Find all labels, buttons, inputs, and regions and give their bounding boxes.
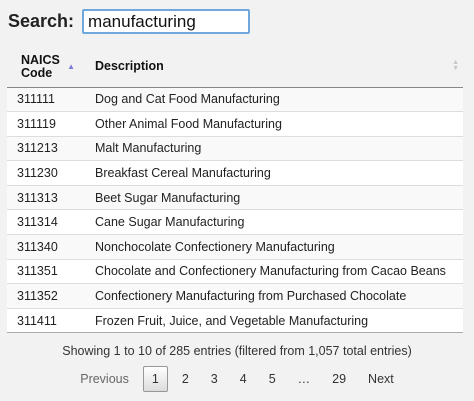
table-row[interactable]: 311230 Breakfast Cereal Manufacturing bbox=[7, 160, 463, 186]
table-row[interactable]: 311213 Malt Manufacturing bbox=[7, 135, 463, 161]
column-header-naics-code[interactable]: NAICS Code ▲ bbox=[7, 47, 85, 88]
table-row[interactable]: 311314 Cane Sugar Manufacturing bbox=[7, 209, 463, 235]
description-cell: Malt Manufacturing bbox=[85, 135, 463, 161]
description-cell: Dog and Cat Food Manufacturing bbox=[85, 86, 463, 112]
page-button-last[interactable]: 29 bbox=[332, 372, 347, 386]
table-row[interactable]: 311411 Frozen Fruit, Juice, and Vegetable… bbox=[7, 307, 463, 334]
table-row[interactable]: 311340 Nonchocolate Confectionery Manufac… bbox=[7, 234, 463, 260]
page-button-5[interactable]: 5 bbox=[268, 372, 276, 386]
naics-code-cell: 311351 bbox=[7, 258, 85, 284]
search-input[interactable] bbox=[82, 9, 251, 34]
column-header-label: Description bbox=[95, 59, 164, 74]
naics-code-cell: 311230 bbox=[7, 160, 85, 186]
sort-both-icon: ▲ ▼ bbox=[452, 59, 459, 72]
column-header-description[interactable]: Description ▲ ▼ bbox=[85, 47, 463, 88]
description-cell: Beet Sugar Manufacturing bbox=[85, 184, 463, 210]
table-header-row: NAICS Code ▲ Description ▲ ▼ bbox=[7, 47, 463, 88]
naics-code-cell: 311119 bbox=[7, 111, 85, 137]
previous-page-button[interactable]: Previous bbox=[80, 372, 129, 386]
pagination: Previous 1 2 3 4 5 … 29 Next bbox=[0, 366, 474, 392]
naics-code-cell: 311352 bbox=[7, 283, 85, 309]
search-label: Search: bbox=[8, 11, 75, 31]
table-row[interactable]: 311111 Dog and Cat Food Manufacturing bbox=[7, 86, 463, 112]
naics-code-cell: 311213 bbox=[7, 135, 85, 161]
sort-ascending-icon: ▲ bbox=[67, 62, 75, 71]
description-cell: Nonchocolate Confectionery Manufacturing bbox=[85, 234, 463, 260]
table-row[interactable]: 311313 Beet Sugar Manufacturing bbox=[7, 184, 463, 210]
page-button-3[interactable]: 3 bbox=[210, 372, 218, 386]
pagination-ellipsis: … bbox=[297, 372, 311, 386]
next-page-button[interactable]: Next bbox=[368, 372, 394, 386]
table-row[interactable]: 311351 Chocolate and Confectionery Manufa… bbox=[7, 258, 463, 284]
description-cell: Frozen Fruit, Juice, and Vegetable Manuf… bbox=[85, 307, 463, 334]
naics-code-cell: 311411 bbox=[7, 307, 85, 334]
page-button-4[interactable]: 4 bbox=[239, 372, 247, 386]
description-cell: Confectionery Manufacturing from Purchas… bbox=[85, 283, 463, 309]
naics-code-cell: 311111 bbox=[7, 86, 85, 112]
table-info-text: Showing 1 to 10 of 285 entries (filtered… bbox=[62, 344, 412, 358]
page-button-2[interactable]: 2 bbox=[181, 372, 189, 386]
table-row[interactable]: 311352 Confectionery Manufacturing from P… bbox=[7, 283, 463, 309]
description-cell: Breakfast Cereal Manufacturing bbox=[85, 160, 463, 186]
results-table-container: NAICS Code ▲ Description ▲ ▼ 311111 Dog an… bbox=[7, 47, 463, 334]
table-row[interactable]: 311119 Other Animal Food Manufacturing bbox=[7, 111, 463, 137]
results-table: NAICS Code ▲ Description ▲ ▼ 311111 Dog an… bbox=[7, 47, 463, 334]
column-header-label: NAICS Code bbox=[21, 52, 60, 80]
description-cell: Other Animal Food Manufacturing bbox=[85, 111, 463, 137]
naics-code-cell: 311314 bbox=[7, 209, 85, 235]
naics-code-cell: 311340 bbox=[7, 234, 85, 260]
description-cell: Chocolate and Confectionery Manufacturin… bbox=[85, 258, 463, 284]
description-cell: Cane Sugar Manufacturing bbox=[85, 209, 463, 235]
search-bar: Search: bbox=[8, 9, 251, 34]
page-button-1[interactable]: 1 bbox=[142, 366, 168, 392]
naics-code-cell: 311313 bbox=[7, 184, 85, 210]
